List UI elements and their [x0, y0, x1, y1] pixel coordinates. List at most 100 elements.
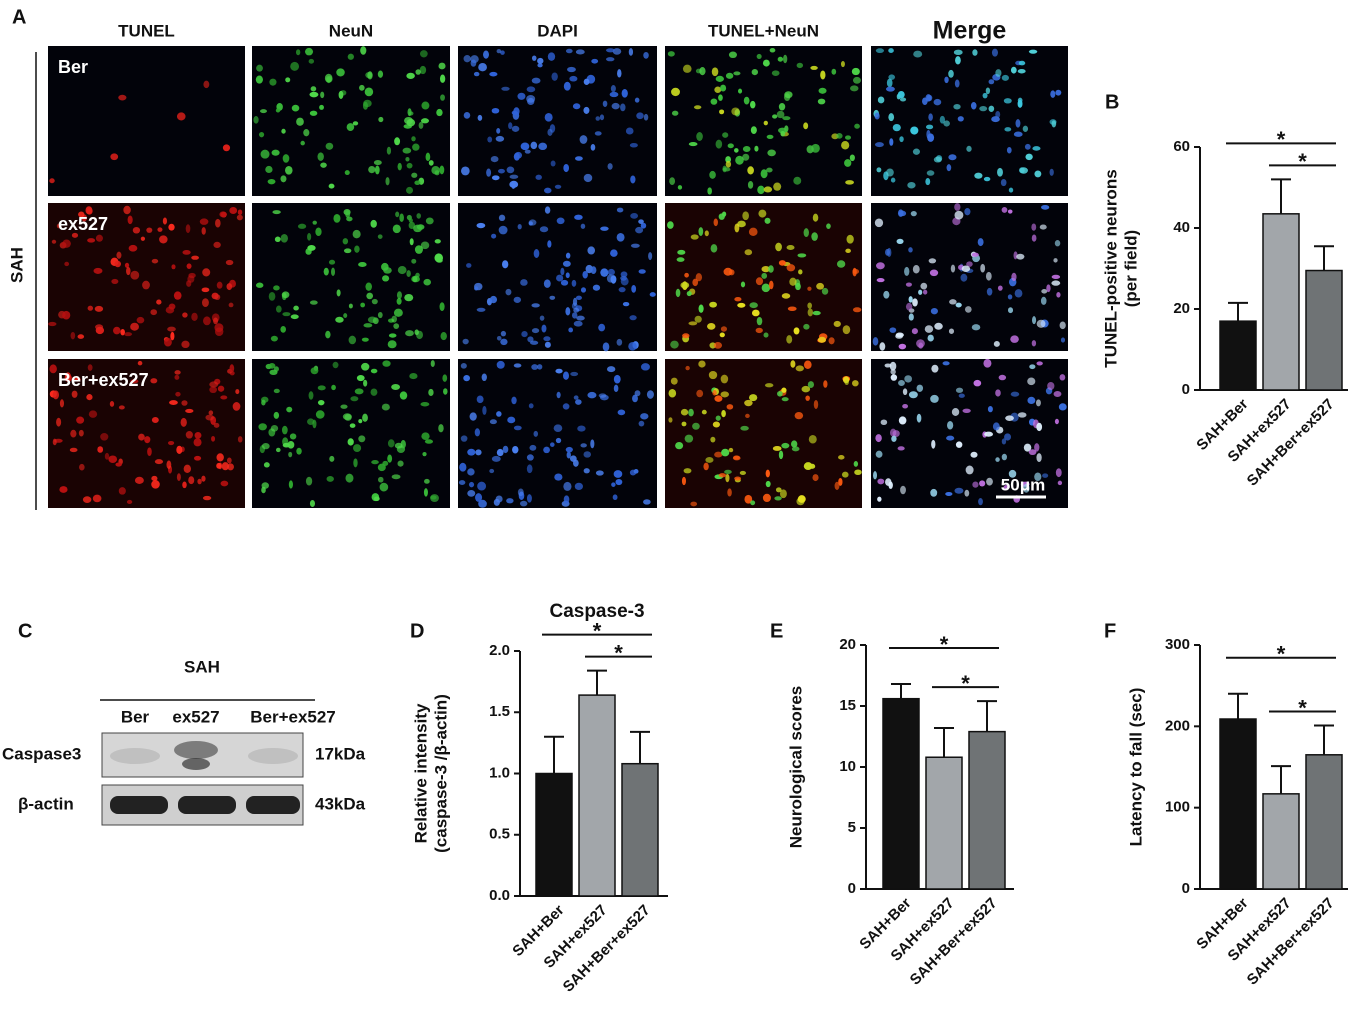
cell	[62, 310, 71, 320]
cell	[607, 268, 615, 276]
cell	[786, 244, 795, 251]
bar	[1219, 320, 1257, 391]
cell	[151, 416, 159, 424]
cell	[905, 282, 912, 287]
cell	[255, 75, 263, 84]
cell	[547, 240, 552, 248]
cell	[544, 187, 552, 194]
cell	[908, 247, 913, 253]
cell	[1004, 433, 1011, 441]
bar	[882, 697, 920, 890]
cell	[396, 291, 402, 299]
cell	[713, 341, 723, 349]
cell	[269, 78, 277, 86]
cell	[419, 65, 427, 75]
cell	[801, 385, 811, 393]
cell	[1027, 396, 1036, 405]
cell	[414, 329, 419, 336]
cell	[605, 48, 615, 53]
cell	[408, 218, 413, 223]
cell	[590, 266, 597, 274]
cell	[562, 260, 571, 267]
cell	[275, 447, 281, 453]
cell	[609, 91, 619, 98]
cell	[365, 282, 373, 291]
cell	[288, 451, 293, 458]
cell	[922, 289, 928, 295]
cell	[498, 225, 508, 235]
cell	[526, 86, 536, 93]
cell	[1056, 292, 1061, 298]
cell	[194, 431, 202, 439]
cell	[171, 264, 176, 270]
cell	[201, 227, 206, 235]
cell	[474, 428, 481, 437]
cell	[500, 338, 508, 346]
cell	[420, 402, 430, 407]
cell	[931, 439, 936, 449]
cell	[402, 147, 412, 154]
cell	[754, 145, 759, 152]
cell	[794, 411, 804, 420]
cell	[146, 227, 153, 233]
y-tick-label: 1.5	[489, 703, 510, 720]
cell	[817, 336, 827, 343]
cell	[720, 391, 730, 398]
cell	[790, 360, 796, 368]
cell	[568, 327, 574, 333]
row-label: Ber	[58, 57, 88, 77]
cell	[185, 431, 193, 439]
cell	[948, 154, 957, 161]
cell	[962, 408, 971, 414]
cell	[684, 434, 694, 443]
cell	[556, 391, 561, 399]
cell	[317, 385, 326, 391]
cell	[563, 81, 571, 91]
cell	[87, 305, 94, 311]
cell	[783, 54, 788, 64]
cell	[473, 71, 480, 77]
cell	[397, 266, 407, 275]
cell	[386, 146, 392, 155]
cell	[217, 385, 225, 392]
cell	[933, 156, 942, 163]
cell	[273, 366, 279, 372]
cell	[237, 436, 243, 443]
cell	[48, 321, 57, 327]
cell	[477, 481, 487, 491]
cell	[1007, 209, 1013, 214]
cell	[511, 396, 517, 405]
cell	[620, 103, 626, 112]
cell	[500, 50, 505, 55]
cell	[422, 452, 427, 457]
panel-label: B	[1105, 91, 1119, 113]
cell	[763, 332, 769, 338]
cell	[482, 405, 487, 415]
cell	[640, 222, 647, 229]
y-tick-label: 1.0	[489, 764, 510, 781]
cell	[132, 226, 141, 234]
cell	[543, 336, 551, 342]
cell	[370, 388, 378, 396]
cell	[791, 446, 800, 452]
cell	[826, 223, 831, 229]
y-axis-label: Latency to fall (sec)	[1126, 688, 1145, 847]
cell	[840, 60, 845, 68]
micrograph	[48, 203, 245, 351]
cell	[621, 88, 628, 98]
cell	[748, 227, 758, 237]
cell	[95, 326, 105, 335]
panel-label: C	[18, 620, 32, 642]
cell	[415, 69, 421, 75]
cell	[580, 443, 587, 448]
cell	[812, 213, 819, 222]
cell	[320, 162, 327, 168]
cell	[760, 169, 768, 179]
cell	[883, 290, 890, 299]
cell	[130, 379, 139, 384]
cell	[222, 144, 231, 152]
cell	[1040, 296, 1047, 305]
cell	[1001, 74, 1010, 81]
cell	[929, 269, 939, 277]
cell	[458, 480, 466, 485]
